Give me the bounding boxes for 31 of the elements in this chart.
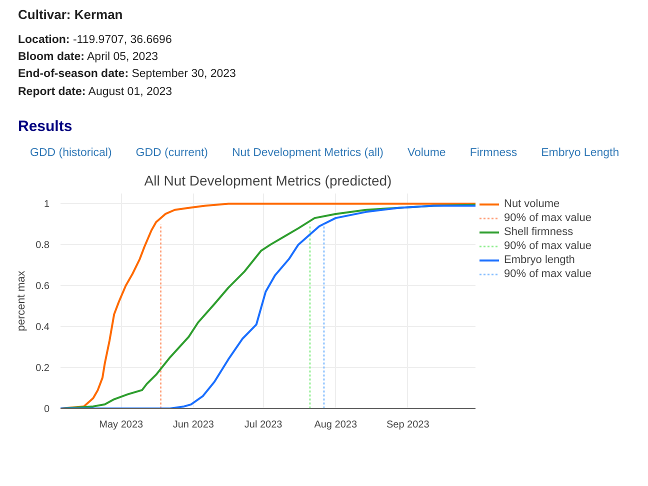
text: Bloom date: April 05, 2023 (18, 50, 158, 65)
legend-label: Shell firmness (504, 225, 574, 240)
y-tick-label: 1 (44, 199, 50, 210)
legend-label: 90% of max value (504, 239, 592, 254)
y-tick-label: 0.6 (36, 281, 50, 292)
text: GDD (historical) (30, 146, 112, 161)
chart-title: All Nut Development Metrics (predicted) (144, 172, 392, 189)
legend-label: 90% of max value (504, 267, 592, 282)
x-tick-label: Sep 2023 (386, 420, 430, 431)
x-tick-label: Jun 2023 (172, 420, 214, 431)
y-axis-title: percent max (16, 270, 28, 332)
legend-label: Nut volume (504, 197, 560, 212)
text: Firmness (470, 146, 518, 161)
text: Report date: August 01, 2023 (18, 84, 172, 100)
legend-label: Embryo length (504, 253, 575, 268)
text: GDD (current) (136, 146, 208, 161)
text: Volume (407, 146, 446, 161)
y-tick-label: 0.4 (36, 322, 50, 334)
x-tick-label: Jul 2023 (244, 420, 283, 431)
text: Embryo Length (541, 146, 620, 161)
text: Cultivar: Kerman (18, 6, 123, 24)
text: Nut Development Metrics (all) (232, 146, 384, 161)
text: End-of-season date: September 30, 2023 (18, 67, 236, 82)
legend-label: 90% of max value (504, 211, 592, 226)
x-tick-label: Aug 2023 (314, 420, 358, 431)
x-tick-label: May 2023 (99, 420, 144, 431)
text: Location: -119.9707, 36.6696 (18, 32, 172, 48)
text: Results (18, 117, 72, 138)
y-tick-label: 0.8 (36, 240, 50, 252)
y-tick-label: 0.2 (36, 363, 50, 374)
y-tick-label: 0 (44, 404, 50, 416)
